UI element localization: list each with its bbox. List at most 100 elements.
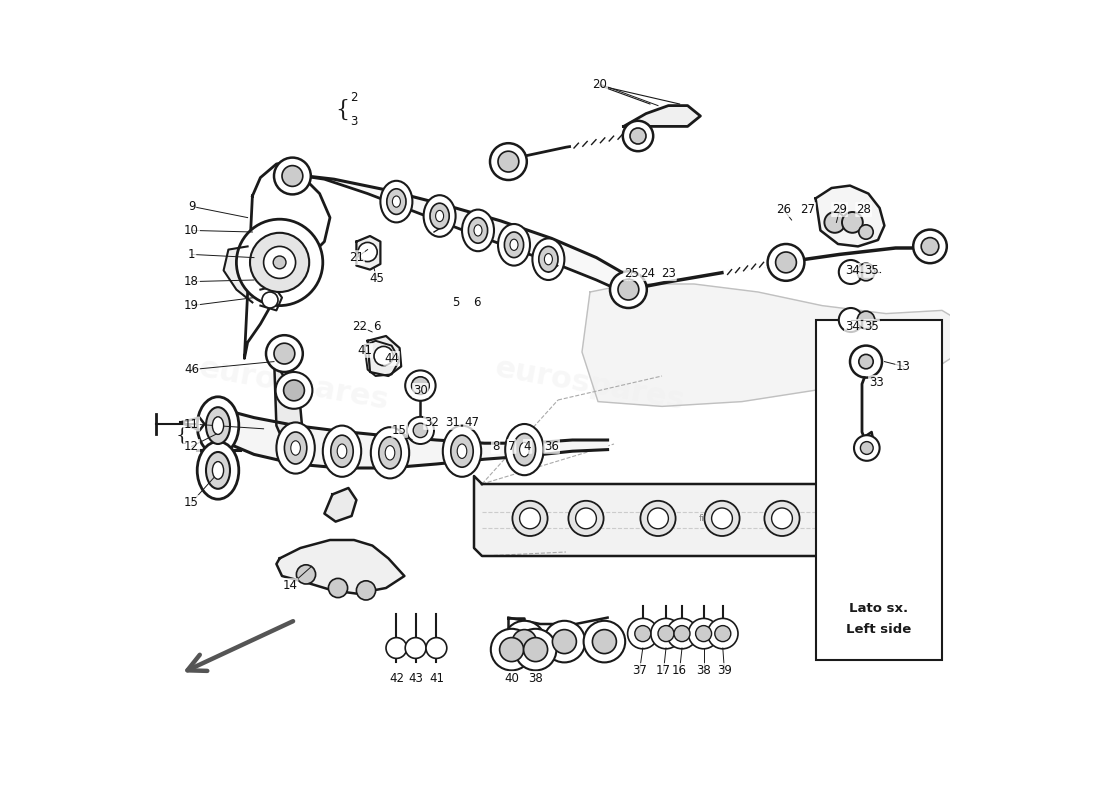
Circle shape: [593, 630, 616, 654]
Circle shape: [266, 335, 302, 372]
Text: 39: 39: [717, 664, 732, 677]
Text: 38: 38: [528, 672, 543, 685]
Ellipse shape: [505, 232, 524, 258]
Text: 44: 44: [384, 352, 399, 365]
Circle shape: [674, 626, 690, 642]
Circle shape: [569, 501, 604, 536]
Circle shape: [490, 143, 527, 180]
Ellipse shape: [443, 426, 481, 477]
Text: 32: 32: [425, 416, 439, 429]
Ellipse shape: [393, 196, 400, 207]
Ellipse shape: [385, 446, 395, 460]
Text: 27: 27: [800, 203, 815, 216]
Text: eurospares: eurospares: [197, 353, 392, 415]
Circle shape: [854, 435, 880, 461]
Text: 7: 7: [508, 440, 515, 453]
Text: 29: 29: [832, 203, 847, 216]
Ellipse shape: [338, 444, 346, 458]
FancyBboxPatch shape: [815, 320, 942, 660]
Text: 4: 4: [524, 440, 531, 453]
Circle shape: [635, 626, 651, 642]
Ellipse shape: [514, 434, 536, 466]
Circle shape: [921, 238, 938, 255]
Text: 22: 22: [352, 320, 367, 333]
Circle shape: [704, 501, 739, 536]
Text: {: {: [176, 426, 188, 444]
Ellipse shape: [544, 254, 552, 265]
Circle shape: [859, 225, 873, 239]
Ellipse shape: [378, 437, 402, 469]
Text: 12: 12: [184, 440, 199, 453]
Circle shape: [829, 351, 850, 372]
Text: 47: 47: [464, 416, 480, 429]
Text: 11: 11: [184, 418, 199, 430]
Text: 18: 18: [184, 275, 199, 288]
Ellipse shape: [276, 422, 315, 474]
Text: 25: 25: [624, 267, 639, 280]
Circle shape: [689, 618, 718, 649]
Text: 2: 2: [350, 91, 358, 104]
Ellipse shape: [539, 246, 558, 272]
Circle shape: [839, 260, 862, 284]
Ellipse shape: [290, 441, 300, 455]
Circle shape: [552, 630, 576, 654]
Ellipse shape: [498, 224, 530, 266]
Ellipse shape: [381, 181, 412, 222]
Circle shape: [284, 380, 305, 401]
Text: 28: 28: [856, 203, 871, 216]
Circle shape: [262, 292, 278, 308]
Circle shape: [850, 346, 882, 378]
Circle shape: [857, 263, 874, 281]
Circle shape: [618, 279, 639, 300]
Ellipse shape: [505, 424, 543, 475]
Polygon shape: [367, 336, 402, 376]
Text: 23: 23: [661, 267, 675, 280]
Ellipse shape: [197, 442, 239, 499]
Text: 1: 1: [188, 248, 196, 261]
Text: 42: 42: [389, 672, 404, 685]
Circle shape: [515, 629, 557, 670]
Text: 46: 46: [184, 363, 199, 376]
Circle shape: [274, 343, 295, 364]
Circle shape: [839, 308, 862, 332]
Circle shape: [296, 565, 316, 584]
Ellipse shape: [458, 444, 466, 458]
Circle shape: [498, 151, 519, 172]
Text: 21: 21: [349, 251, 364, 264]
Circle shape: [630, 128, 646, 144]
Circle shape: [584, 621, 625, 662]
Text: 13: 13: [896, 360, 911, 373]
Circle shape: [658, 626, 674, 642]
Ellipse shape: [206, 407, 230, 444]
Circle shape: [329, 578, 348, 598]
Circle shape: [651, 618, 681, 649]
Text: 8: 8: [492, 440, 499, 453]
Text: 34: 34: [845, 264, 860, 277]
Circle shape: [543, 621, 585, 662]
Ellipse shape: [212, 417, 223, 434]
Text: filo: filo: [587, 514, 601, 523]
Text: 15: 15: [184, 496, 199, 509]
Polygon shape: [223, 246, 252, 302]
Text: 16: 16: [672, 664, 688, 677]
Circle shape: [519, 508, 540, 529]
Circle shape: [771, 508, 792, 529]
Polygon shape: [582, 284, 958, 406]
Text: 40: 40: [504, 672, 519, 685]
Text: 6: 6: [373, 320, 381, 333]
Circle shape: [236, 219, 322, 306]
Circle shape: [405, 638, 426, 658]
Text: 6: 6: [473, 296, 480, 309]
Polygon shape: [223, 410, 607, 468]
Circle shape: [648, 508, 669, 529]
Text: 24: 24: [640, 267, 656, 280]
Ellipse shape: [430, 203, 449, 229]
Circle shape: [411, 377, 429, 394]
Polygon shape: [244, 162, 330, 358]
Ellipse shape: [285, 432, 307, 464]
Ellipse shape: [322, 426, 361, 477]
Text: 20: 20: [592, 78, 607, 90]
Ellipse shape: [212, 462, 223, 479]
Circle shape: [282, 166, 303, 186]
Text: 19: 19: [184, 299, 199, 312]
